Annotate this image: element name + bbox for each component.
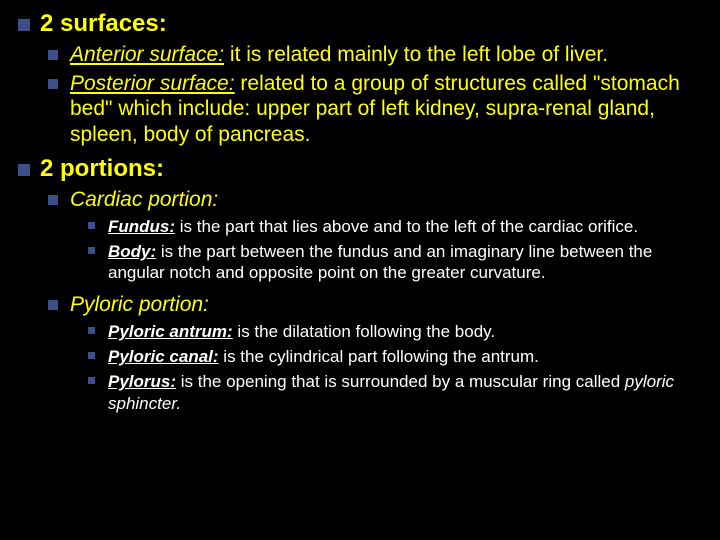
posterior-label: Posterior surface: (70, 72, 235, 95)
heading-portions: 2 portions: (18, 155, 702, 183)
bullet-icon (88, 352, 95, 359)
pyloric-label: Pyloric portion: (70, 293, 209, 316)
pylorus-label: Pylorus: (108, 372, 176, 391)
heading-surfaces-text: 2 surfaces: (40, 10, 167, 37)
canal-text: is the cylindrical part following the an… (219, 347, 539, 366)
bullet-icon (48, 300, 58, 310)
fundus-label: Fundus: (108, 217, 175, 236)
bullet-icon (88, 247, 95, 254)
body-text: is the part between the fundus and an im… (108, 242, 652, 282)
item-body: Body: is the part between the fundus and… (88, 241, 702, 284)
item-cardiac: Cardiac portion: (48, 187, 702, 212)
fundus-text: is the part that lies above and to the l… (175, 217, 638, 236)
item-canal: Pyloric canal: is the cylindrical part f… (88, 346, 702, 367)
antrum-text: is the dilatation following the body. (233, 322, 495, 341)
bullet-icon (88, 222, 95, 229)
item-pylorus: Pylorus: is the opening that is surround… (88, 371, 702, 414)
bullet-icon (48, 195, 58, 205)
pylorus-text-a: is the opening that is surrounded by a m… (176, 372, 625, 391)
anterior-text: it is related mainly to the left lobe of… (224, 43, 608, 66)
bullet-icon (88, 377, 95, 384)
item-fundus: Fundus: is the part that lies above and … (88, 216, 702, 237)
body-label: Body: (108, 242, 156, 261)
anterior-label: Anterior surface: (70, 43, 224, 66)
heading-portions-text: 2 portions: (40, 155, 164, 182)
heading-surfaces: 2 surfaces: (18, 10, 702, 38)
bullet-icon (18, 164, 30, 176)
canal-label: Pyloric canal: (108, 347, 219, 366)
bullet-icon (88, 327, 95, 334)
bullet-icon (48, 50, 58, 60)
item-posterior: Posterior surface: related to a group of… (48, 71, 702, 147)
slide: 2 surfaces: Anterior surface: it is rela… (0, 0, 720, 540)
cardiac-label: Cardiac portion: (70, 188, 218, 211)
bullet-icon (48, 79, 58, 89)
item-antrum: Pyloric antrum: is the dilatation follow… (88, 321, 702, 342)
bullet-icon (18, 19, 30, 31)
item-anterior: Anterior surface: it is related mainly t… (48, 42, 702, 67)
item-pyloric: Pyloric portion: (48, 292, 702, 317)
antrum-label: Pyloric antrum: (108, 322, 233, 341)
